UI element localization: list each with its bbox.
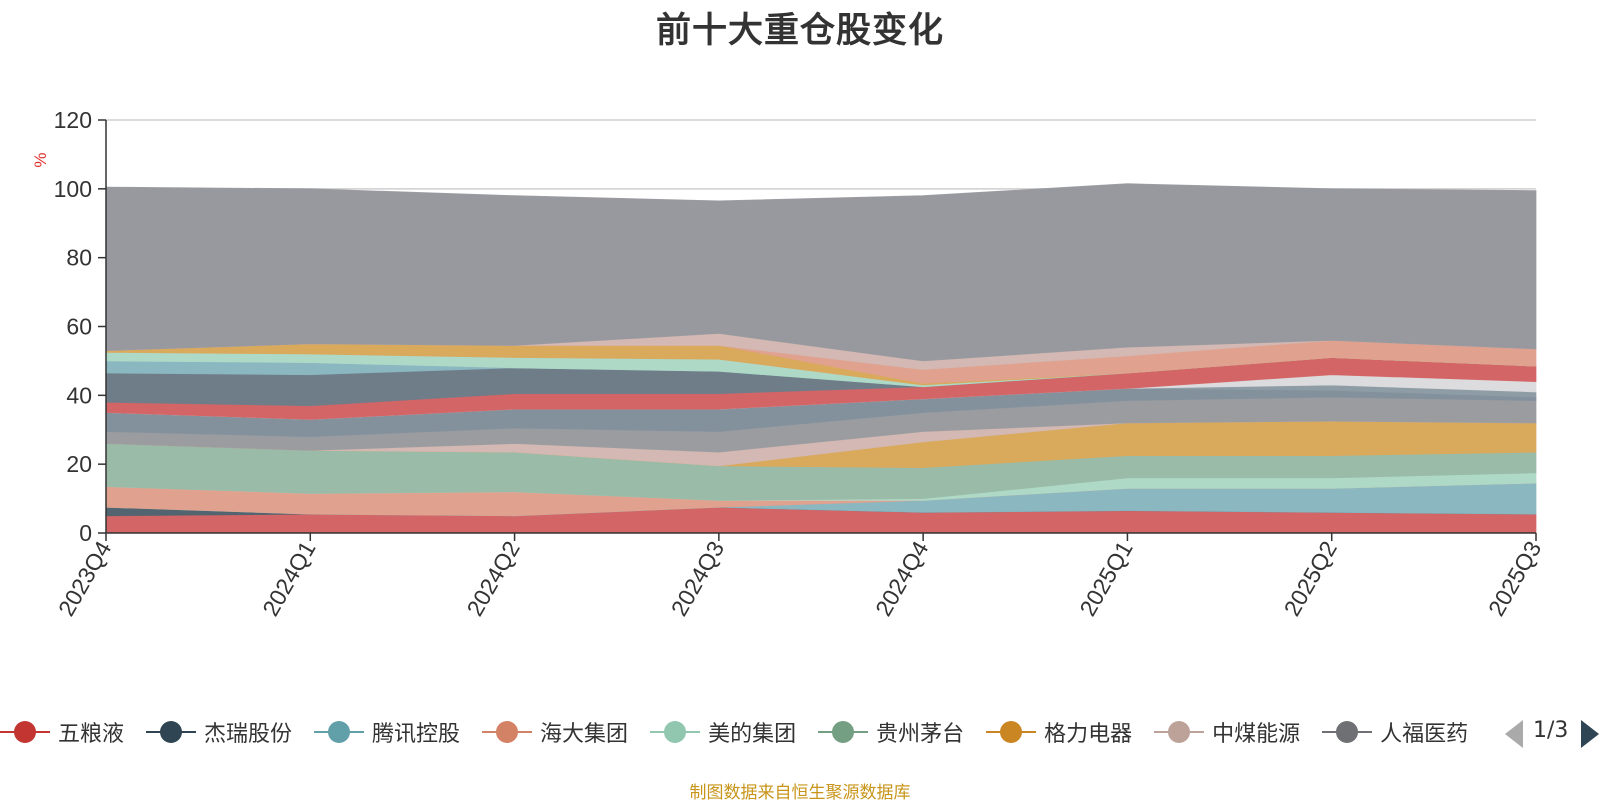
legend-label: 腾讯控股 (372, 722, 461, 747)
x-tick-label-0: 2023Q4 (53, 536, 117, 620)
legend-marker-icon (650, 720, 701, 744)
legend-item-8[interactable]: 人福医药 (1322, 712, 1468, 752)
series-areas (105, 183, 1537, 534)
legend-item-0[interactable]: 五粮液 (0, 712, 124, 752)
legend-item-2[interactable]: 腾讯控股 (314, 712, 460, 752)
legend-item-1[interactable]: 杰瑞股份 (146, 712, 292, 752)
stacked-area-chart: 0 20 40 60 80 100 120 2023Q4 2024Q1 2024Q2 2024Q3 2… (31, 107, 1546, 621)
y-tick-label-2: 40 (66, 382, 92, 408)
x-tick-label-2: 2024Q2 (461, 537, 524, 621)
legend-label: 人福医药 (1380, 722, 1469, 747)
area-series-19 (105, 183, 1537, 362)
legend-item-7[interactable]: 中煤能源 (1154, 712, 1300, 752)
legend-marker-icon (818, 720, 869, 744)
legend-label: 五粮液 (58, 722, 125, 747)
y-tick-label-3: 60 (66, 314, 92, 340)
legend-page-indicator: 1/3 (1533, 718, 1569, 743)
x-tick-label-5: 2025Q1 (1074, 537, 1137, 621)
legend-label: 格力电器 (1044, 722, 1133, 747)
legend-label: 中煤能源 (1212, 722, 1301, 747)
y-tick-label-4: 80 (66, 245, 92, 271)
x-tick-label-6: 2025Q2 (1279, 537, 1342, 621)
x-tick-label-4: 2024Q4 (870, 536, 934, 620)
y-tick-label-0: 0 (79, 520, 92, 546)
chart-title: 前十大重仓股变化 (655, 11, 944, 51)
legend-marker-icon (986, 720, 1037, 744)
x-tick-label-7: 2025Q3 (1483, 537, 1546, 621)
legend-label: 美的集团 (708, 722, 797, 747)
legend-label: 海大集团 (540, 722, 629, 747)
legend-pager: 1/3 (1505, 716, 1600, 750)
legend-item-3[interactable]: 海大集团 (482, 712, 628, 752)
x-tick-label-3: 2024Q3 (666, 537, 729, 621)
legend-next-page-icon[interactable] (1581, 720, 1599, 748)
legend-label: 贵州茅台 (876, 722, 965, 747)
legend-prev-page-icon[interactable] (1505, 720, 1523, 748)
legend-marker-icon (482, 720, 533, 744)
legend-marker-icon (0, 720, 50, 744)
legend-marker-icon (314, 720, 365, 744)
x-tick-label-1: 2024Q1 (257, 537, 320, 621)
y-tick-label-1: 20 (66, 451, 92, 477)
source-note: 制图数据来自恒生聚源数据库 (689, 783, 911, 803)
y-tick-label-5: 100 (54, 176, 92, 202)
legend-item-5[interactable]: 贵州茅台 (818, 712, 964, 752)
legend-marker-icon (146, 720, 197, 744)
y-tick-label-6: 120 (54, 107, 92, 133)
legend-item-4[interactable]: 美的集团 (650, 712, 796, 752)
legend-marker-icon (1322, 720, 1373, 744)
legend-item-6[interactable]: 格力电器 (986, 712, 1132, 752)
legend-marker-icon (1154, 720, 1205, 744)
legend-label: 杰瑞股份 (204, 722, 293, 747)
y-axis-unit-label: % (31, 152, 50, 167)
legend: 五粮液 杰瑞股份 腾讯控股 海大集团 美的集团 贵州茅台 格力电器 中煤能源 人福医药 (0, 712, 1510, 752)
